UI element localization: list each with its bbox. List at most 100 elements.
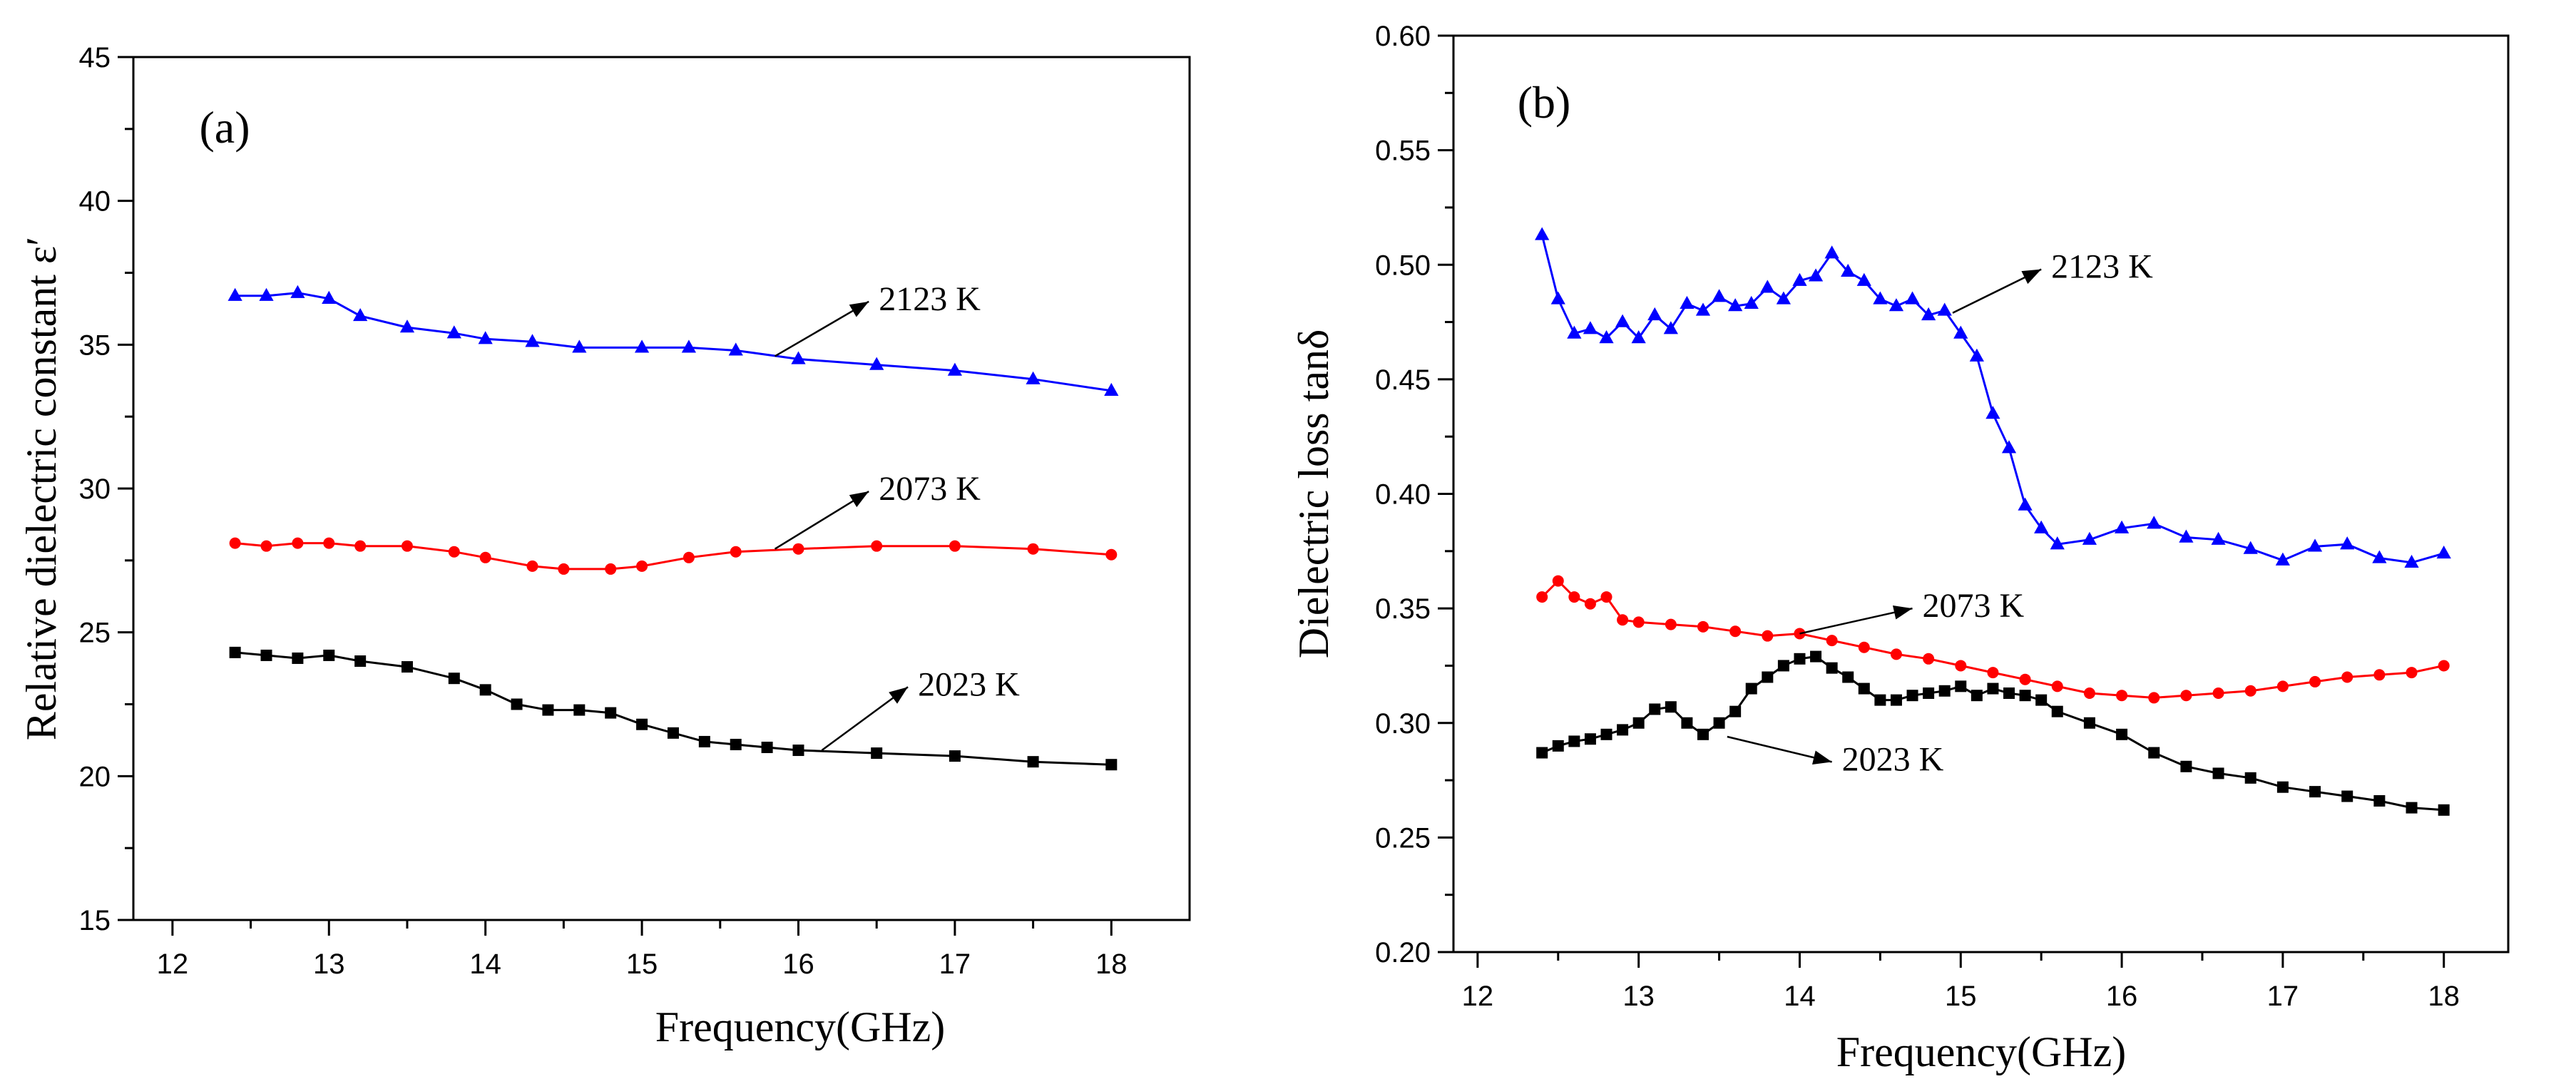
series-line [1540,235,2445,564]
data-point [448,546,460,558]
data-point [1697,620,1709,633]
data-point [2179,529,2194,543]
data-point [1955,660,1967,672]
data-point [2212,687,2224,699]
data-point [728,342,743,356]
x-tick-label: 14 [1784,981,1816,1012]
data-point [1600,728,1612,740]
data-point [1584,733,1596,745]
x-tick-label: 16 [2106,981,2138,1012]
data-point [1027,756,1039,768]
data-point [1599,330,1614,344]
data-point [2372,550,2387,563]
data-point [2082,531,2097,545]
x-tick-label: 15 [1945,981,1977,1012]
data-point [1826,635,1838,647]
y-tick-label: 0.25 [1375,822,1431,854]
data-point [1777,660,1789,672]
data-point [2147,516,2162,529]
data-point [1663,321,1678,334]
data-point [1632,717,1645,729]
data-point [1568,591,1580,603]
data-point [1921,307,1936,321]
data-point [1745,682,1757,695]
data-point [1971,690,1983,702]
annotation-label: 2023 K [918,665,1020,703]
data-point [2180,690,2192,702]
data-point [681,339,697,353]
annotation-arrow-head [849,301,869,317]
data-point [446,325,461,339]
data-point [2018,497,2033,511]
data-point [1955,680,1967,692]
y-tick-label: 0.20 [1375,937,1431,968]
data-point [2438,804,2450,816]
data-point [2001,440,2017,454]
data-point [2373,669,2386,681]
data-point [2406,802,2418,814]
data-point [1762,630,1774,642]
series-2123-k [1535,227,2451,568]
annotation-arrow-head [1892,605,1913,620]
data-point [1938,685,1951,697]
data-point [448,673,460,685]
data-point [605,707,617,719]
y-tick-label: 45 [79,42,111,73]
data-point [479,551,491,563]
y-tick-label: 0.50 [1375,250,1431,281]
data-point [1762,671,1774,683]
data-point [1552,740,1564,752]
data-point [2244,685,2256,697]
data-point [2180,760,2192,772]
data-point [1617,614,1629,626]
data-point [1584,598,1596,610]
data-point [1890,648,1902,660]
series-line [235,542,1112,571]
x-tick-label: 17 [939,949,971,980]
data-point [636,718,648,730]
data-point [1105,548,1118,561]
data-point [401,661,413,673]
x-tick-label: 14 [469,949,501,980]
data-point [292,652,304,664]
annotation-arrow-head [889,687,909,704]
data-point [479,684,491,696]
data-point [323,649,335,661]
annotation-arrow-line [1799,607,1913,635]
data-point [1105,759,1118,771]
data-point [871,747,883,760]
data-point [228,287,242,301]
data-point [2436,546,2451,559]
data-point [1552,575,1564,587]
data-point [791,351,806,364]
data-point [260,649,272,661]
y-tick-label: 30 [79,474,111,505]
data-point [1104,382,1119,397]
annotation-label: 2073 K [879,470,981,508]
data-point [558,563,570,575]
data-point [290,285,305,298]
series-2073-k [229,537,1118,575]
data-point [2340,536,2355,550]
annotation-2023-k: 2023 K [821,665,1020,752]
data-point [1906,690,1918,702]
y-tick-label: 0.40 [1375,479,1431,511]
data-point [949,750,961,762]
data-point [2034,520,2049,533]
data-point [1888,298,1904,312]
series-2023-k [229,646,1118,771]
data-point [2051,705,2063,717]
data-point [698,735,710,747]
data-point [401,540,413,552]
data-point [1841,263,1856,277]
annotation-2123-k: 2123 K [1952,248,2153,314]
y-tick-label: 35 [79,329,111,361]
data-point [2276,680,2289,692]
annotation-2123-k: 2123 K [774,280,981,357]
data-point [1856,272,1871,286]
data-point [1713,717,1725,729]
data-point [1826,662,1838,674]
data-point [1631,330,1646,344]
data-point [1858,641,1870,653]
